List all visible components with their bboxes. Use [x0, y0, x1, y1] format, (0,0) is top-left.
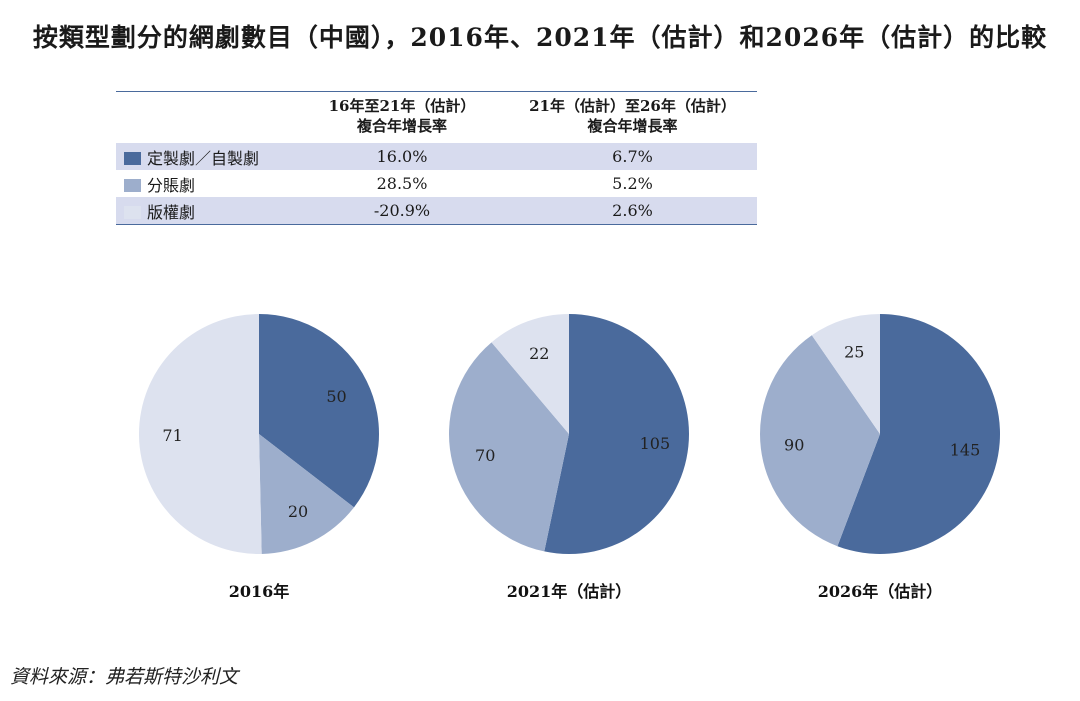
table-cell: 2.6%: [508, 197, 757, 225]
pie-slice-label: 20: [288, 502, 308, 521]
table-cell: -20.9%: [296, 197, 508, 225]
header-line2: 複合年增長率: [356, 117, 447, 135]
row-category: 分賬劇: [116, 170, 296, 197]
pie-charts: 50 20 71 2016年 105 70 22 2021年（估計） 145 90 25 2026年（…: [138, 313, 1001, 601]
table-row-custom: 定製劇／自製劇 16.0% 6.7%: [116, 143, 757, 170]
pie-chart: 105 70 22 2021年（估計）: [449, 314, 690, 601]
row-category: 版權劇: [116, 197, 296, 225]
source-note: 資料來源：弗若斯特沙利文: [10, 666, 239, 688]
legend-swatch: [124, 151, 141, 165]
pie-slice: [449, 342, 569, 552]
table-cell: 16.0%: [296, 143, 508, 170]
row-label: 分賬劇: [147, 175, 196, 195]
pie-slice-label: 25: [844, 343, 864, 362]
table-row-revenue-share: 分賬劇 28.5% 5.2%: [116, 170, 757, 197]
cagr-table: 16年至21年（估計） 複合年增長率 21年（估計）至26年（估計） 複合年增長…: [116, 91, 757, 225]
pie-slice-label: 22: [529, 344, 549, 363]
pie-slice-label: 70: [475, 446, 495, 465]
pie-slice: [259, 434, 354, 554]
pie-slice-label: 50: [326, 387, 346, 406]
pie-slice: [491, 314, 569, 434]
legend-swatch: [124, 178, 141, 192]
pie-chart: 145 90 25 2026年（估計）: [759, 314, 1001, 601]
table-cell: 28.5%: [376, 174, 428, 193]
table-cell: 5.2%: [612, 174, 653, 193]
pie-slice-label: 145: [950, 441, 981, 460]
pie-slice-label: 71: [162, 426, 182, 445]
table-cell: 6.7%: [508, 143, 757, 170]
row-label: 版權劇: [147, 202, 196, 222]
pie-caption: 2026年（估計）: [818, 582, 943, 601]
pie-slice-label: 90: [784, 435, 804, 454]
pie-slice: [544, 314, 690, 554]
row-label: 定製劇／自製劇: [147, 148, 260, 168]
pie-caption: 2021年（估計）: [507, 582, 632, 601]
pie-slice: [138, 314, 262, 554]
pie-chart: 50 20 71 2016年: [138, 313, 380, 601]
header-line1: 16年至21年（估計）: [328, 97, 476, 115]
table-header-cagr-2021-2026: 21年（估計）至26年（估計） 複合年增長率: [508, 92, 757, 144]
table-row-licensed: 版權劇 -20.9% 2.6%: [116, 197, 757, 225]
pie-slice: [259, 313, 380, 508]
header-line1: 21年（估計）至26年（估計）: [529, 97, 736, 115]
row-category: 定製劇／自製劇: [116, 143, 296, 170]
header-line2: 複合年增長率: [587, 117, 678, 135]
chart-title: 按類型劃分的網劇數目（中國），2016年、2021年（估計）和2026年（估計）…: [32, 23, 1048, 52]
pie-caption: 2016年: [229, 582, 290, 601]
pie-slice-label: 105: [640, 434, 671, 453]
table-header-row: 16年至21年（估計） 複合年增長率 21年（估計）至26年（估計） 複合年增長…: [116, 91, 757, 144]
pie-slice: [837, 314, 1001, 554]
table-header-cagr-2016-2021: 16年至21年（估計） 複合年增長率: [296, 92, 508, 144]
legend-swatch: [124, 205, 141, 219]
pie-slice: [811, 314, 880, 434]
pie-slice: [759, 335, 880, 547]
